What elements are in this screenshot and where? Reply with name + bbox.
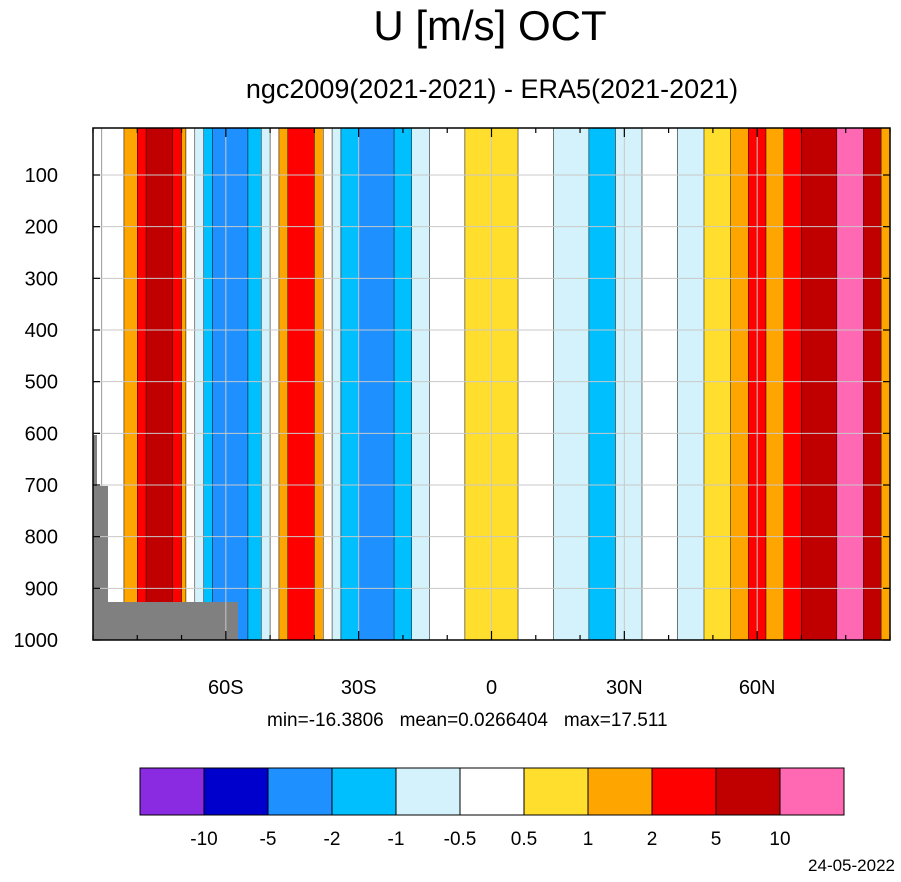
field-band	[269, 127, 280, 641]
colorbar-box	[715, 767, 781, 816]
stat-mean: mean=0.0266404	[399, 710, 548, 731]
y-tick-label: 900	[25, 578, 58, 600]
colorbar-label: -2	[324, 829, 341, 850]
y-tick-label: 100	[25, 165, 58, 187]
field-band	[145, 127, 173, 641]
colorbar-label: 0.5	[511, 829, 537, 850]
colorbar-label: -0.5	[444, 829, 477, 850]
field-band	[331, 127, 342, 641]
y-tick-label: 200	[25, 217, 58, 239]
field-statistics: min=-16.3806 mean=0.0266404 max=17.511	[267, 710, 668, 732]
colorbar: -10 -5 -2 -1 -0.5 0.5 1 2 5 10	[139, 767, 845, 850]
field-band	[615, 127, 643, 641]
x-tick-label: 30S	[341, 677, 377, 699]
field-band	[429, 127, 466, 641]
field-band	[703, 127, 731, 641]
field-band	[323, 127, 333, 641]
field-band	[783, 127, 802, 641]
field-band	[880, 127, 891, 641]
topography-mask	[93, 435, 238, 640]
colorbar-label: 2	[647, 829, 658, 850]
y-tick-label: 600	[25, 423, 58, 445]
y-tick-label: 800	[25, 527, 58, 549]
colorbar-box	[267, 767, 333, 816]
field-band	[247, 127, 262, 641]
field-band	[393, 127, 413, 641]
field-band	[588, 127, 616, 641]
colorbar-label: 5	[711, 829, 722, 850]
x-tick-label: 60S	[208, 677, 244, 699]
chart-subtitle: ngc2009(2021-2021) - ERA5(2021-2021)	[245, 74, 739, 104]
x-tick-label: 60N	[739, 677, 776, 699]
y-tick-label: 500	[25, 372, 58, 394]
field-band	[836, 127, 864, 641]
date-stamp: 24-05-2022	[808, 856, 895, 875]
field-band	[261, 127, 271, 641]
field-band	[137, 127, 147, 641]
colorbar-box	[651, 767, 717, 816]
field-band	[314, 127, 324, 641]
colorbar-box	[331, 767, 397, 816]
axes: 100 200 300 400 500 600 700 800 900 1000 60S 30S 0 30…	[14, 127, 891, 699]
colorbar-label: -1	[388, 829, 405, 850]
x-tick-label: 30N	[606, 677, 643, 699]
colorbar-box	[459, 767, 525, 816]
field-band	[358, 127, 395, 641]
field-band	[278, 127, 289, 641]
x-tick-label: 0	[486, 677, 497, 699]
page-title: U [m/s] OCT	[373, 2, 607, 49]
colorbar-box	[523, 767, 589, 816]
colorbar-label: -5	[260, 829, 277, 850]
field-band	[287, 127, 315, 641]
field-band	[641, 127, 678, 641]
field-band	[730, 127, 749, 641]
field-band	[517, 127, 554, 641]
colorbar-box	[587, 767, 653, 816]
colorbar-label: 1	[583, 829, 594, 850]
field-band	[194, 127, 204, 641]
field-band	[863, 127, 882, 641]
stat-max: max=17.511	[563, 710, 668, 731]
field-band	[765, 127, 784, 641]
field-band	[801, 127, 838, 641]
field-band	[185, 127, 196, 641]
field-band	[553, 127, 590, 641]
y-tick-label: 400	[25, 320, 58, 342]
field-band	[677, 127, 705, 641]
stat-min: min=-16.3806	[267, 710, 384, 731]
colorbar-box	[779, 767, 845, 816]
colorbar-box	[139, 767, 205, 816]
y-tick-label: 300	[25, 268, 58, 290]
field-band	[340, 127, 359, 641]
field-band	[172, 127, 182, 641]
field-band	[123, 127, 138, 641]
y-tick-label: 700	[25, 475, 58, 497]
colorbar-box	[203, 767, 269, 816]
y-tick-label: 1000	[14, 630, 59, 652]
field-band	[203, 127, 213, 641]
colorbar-box	[395, 767, 461, 816]
field-band	[181, 127, 187, 641]
colorbar-label: 10	[769, 829, 790, 850]
field-band	[411, 127, 430, 641]
field-band	[212, 127, 249, 641]
colorbar-label: -10	[190, 829, 217, 850]
